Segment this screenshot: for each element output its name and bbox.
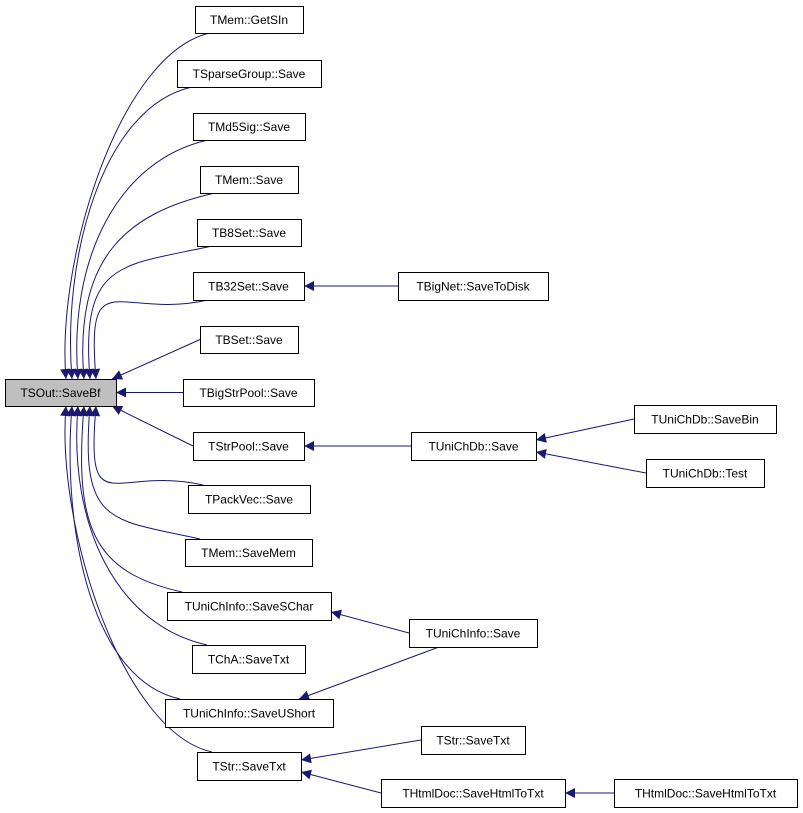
- edge-tstr-savetxt-to-tsout-savebf: [60, 405, 213, 753]
- node-box: [193, 113, 306, 141]
- edge-tb8set-save-to-tsout-savebf: [84, 245, 213, 380]
- node-box: [409, 619, 538, 648]
- node-label: TUniChInfo::SaveSChar: [185, 600, 314, 614]
- node-box: [192, 645, 306, 674]
- node-label: TBSet::Save: [215, 333, 283, 347]
- node-thtmldoc-savehtmltotxt[interactable]: THtmlDoc::SaveHtmlToTxt: [381, 779, 566, 808]
- node-label: TStrPool::Save: [208, 440, 289, 454]
- node-tstrpool-save[interactable]: TStrPool::Save: [193, 432, 305, 461]
- node-box: [165, 699, 334, 728]
- edge-tunichinfo-save-to-tunichinfo-saveushort: [298, 646, 440, 701]
- node-tbset-save[interactable]: TBSet::Save: [200, 326, 299, 354]
- node-tsparsegroup-save[interactable]: TSparseGroup::Save: [177, 60, 322, 88]
- node-label: TUniChDb::Save: [428, 440, 518, 454]
- node-label: TBigNet::SaveToDisk: [416, 280, 530, 294]
- edge-tstr-savetxt-to-tstr-savetxt: [300, 739, 422, 764]
- edge-tmem-getsin-to-tsout-savebf: [60, 32, 211, 380]
- node-box: [197, 219, 302, 247]
- node-box: [646, 459, 765, 488]
- node-label: TB32Set::Save: [208, 280, 289, 294]
- edge-tcha-savetxt-to-tsout-savebf: [72, 405, 208, 646]
- node-tmem-getsin[interactable]: TMem::GetSIn: [195, 6, 304, 34]
- node-tmem-save[interactable]: TMem::Save: [200, 166, 299, 194]
- edge-tunichdb-savebin-to-tunichdb-save: [535, 418, 635, 443]
- node-label: TUniChDb::Test: [663, 467, 748, 481]
- node-label: TUniChInfo::SaveUShort: [183, 707, 316, 721]
- node-tstr-savetxt[interactable]: TStr::SaveTxt: [197, 752, 302, 781]
- edge-tbset-save-to-tsout-savebf: [111, 339, 201, 380]
- node-box: [177, 60, 322, 88]
- node-label: TStr::SaveTxt: [212, 760, 286, 774]
- node-box: [5, 379, 117, 407]
- node-box: [200, 166, 299, 194]
- node-label: TSOut::SaveBf: [20, 386, 101, 400]
- node-box: [398, 272, 549, 301]
- node-label: TMem::Save: [215, 173, 283, 187]
- node-box: [193, 272, 305, 301]
- node-box: [195, 6, 304, 34]
- edge-tmem-save-to-tsout-savebf: [78, 192, 216, 380]
- node-box: [411, 432, 537, 461]
- node-box: [167, 592, 332, 621]
- node-box: [614, 779, 798, 808]
- node-label: TB8Set::Save: [212, 226, 286, 240]
- node-tunichdb-test[interactable]: TUniChDb::Test: [646, 459, 765, 488]
- node-tsout-savebf[interactable]: TSOut::SaveBf: [5, 379, 117, 407]
- node-tunichdb-savebin[interactable]: TUniChDb::SaveBin: [634, 405, 777, 434]
- node-tbigstrpool-save[interactable]: TBigStrPool::Save: [183, 379, 315, 407]
- node-box: [200, 326, 299, 354]
- edge-tstrpool-save-to-tsout-savebf: [111, 405, 194, 447]
- edge-tsparsegroup-save-to-tsout-savebf: [66, 86, 193, 380]
- node-label: TMd5Sig::Save: [208, 120, 290, 134]
- edge-tunichdb-test-to-tunichdb-save: [535, 448, 647, 474]
- node-tunichinfo-save[interactable]: TUniChInfo::Save: [409, 619, 538, 648]
- node-label: TBigStrPool::Save: [199, 386, 297, 400]
- node-box: [185, 539, 313, 567]
- edge-tunichinfo-saveschar-to-tsout-savebf: [78, 405, 183, 593]
- node-label: TSparseGroup::Save: [193, 67, 306, 81]
- node-tstr-savetxt[interactable]: TStr::SaveTxt: [421, 726, 526, 755]
- node-box: [634, 405, 777, 434]
- node-box: [197, 752, 302, 781]
- node-tpackvec-save[interactable]: TPackVec::Save: [188, 485, 311, 514]
- edge-tmem-savemem-to-tsout-savebf: [84, 405, 201, 540]
- node-label: TPackVec::Save: [205, 493, 293, 507]
- node-tunichdb-save[interactable]: TUniChDb::Save: [411, 432, 537, 461]
- node-label: THtmlDoc::SaveHtmlToTxt: [402, 787, 544, 801]
- node-label: THtmlDoc::SaveHtmlToTxt: [635, 787, 777, 801]
- edge-thtmldoc-savehtmltotxt-to-tstr-savetxt: [300, 769, 382, 794]
- node-box: [381, 779, 566, 808]
- node-tunichinfo-saveschar[interactable]: TUniChInfo::SaveSChar: [167, 592, 332, 621]
- node-tunichinfo-saveushort[interactable]: TUniChInfo::SaveUShort: [165, 699, 334, 728]
- node-box: [188, 485, 311, 514]
- node-label: TMem::GetSIn: [210, 13, 288, 27]
- node-tbignet-savetodisk[interactable]: TBigNet::SaveToDisk: [398, 272, 549, 301]
- node-label: TStr::SaveTxt: [436, 734, 510, 748]
- node-tb8set-save[interactable]: TB8Set::Save: [197, 219, 302, 247]
- node-label: TMem::SaveMem: [201, 546, 296, 560]
- node-label: TUniChDb::SaveBin: [651, 413, 758, 427]
- node-box: [193, 432, 305, 461]
- node-tb32set-save[interactable]: TB32Set::Save: [193, 272, 305, 301]
- node-thtmldoc-savehtmltotxt[interactable]: THtmlDoc::SaveHtmlToTxt: [614, 779, 798, 808]
- node-box: [421, 726, 526, 755]
- node-label: TUniChInfo::Save: [426, 627, 521, 641]
- edge-tpackvec-save-to-tsout-savebf: [90, 405, 204, 486]
- node-box: [183, 379, 315, 407]
- node-label: TChA::SaveTxt: [208, 653, 290, 667]
- node-tcha-savetxt[interactable]: TChA::SaveTxt: [192, 645, 306, 674]
- node-tmem-savemem[interactable]: TMem::SaveMem: [185, 539, 313, 567]
- edge-tunichinfo-saveushort-to-tsout-savebf: [66, 405, 181, 700]
- edge-tunichinfo-save-to-tunichinfo-saveschar: [330, 609, 410, 634]
- edge-tb32set-save-to-tsout-savebf: [90, 299, 209, 380]
- edge-tmd5sig-save-to-tsout-savebf: [72, 139, 209, 380]
- node-tmd5sig-save[interactable]: TMd5Sig::Save: [193, 113, 306, 141]
